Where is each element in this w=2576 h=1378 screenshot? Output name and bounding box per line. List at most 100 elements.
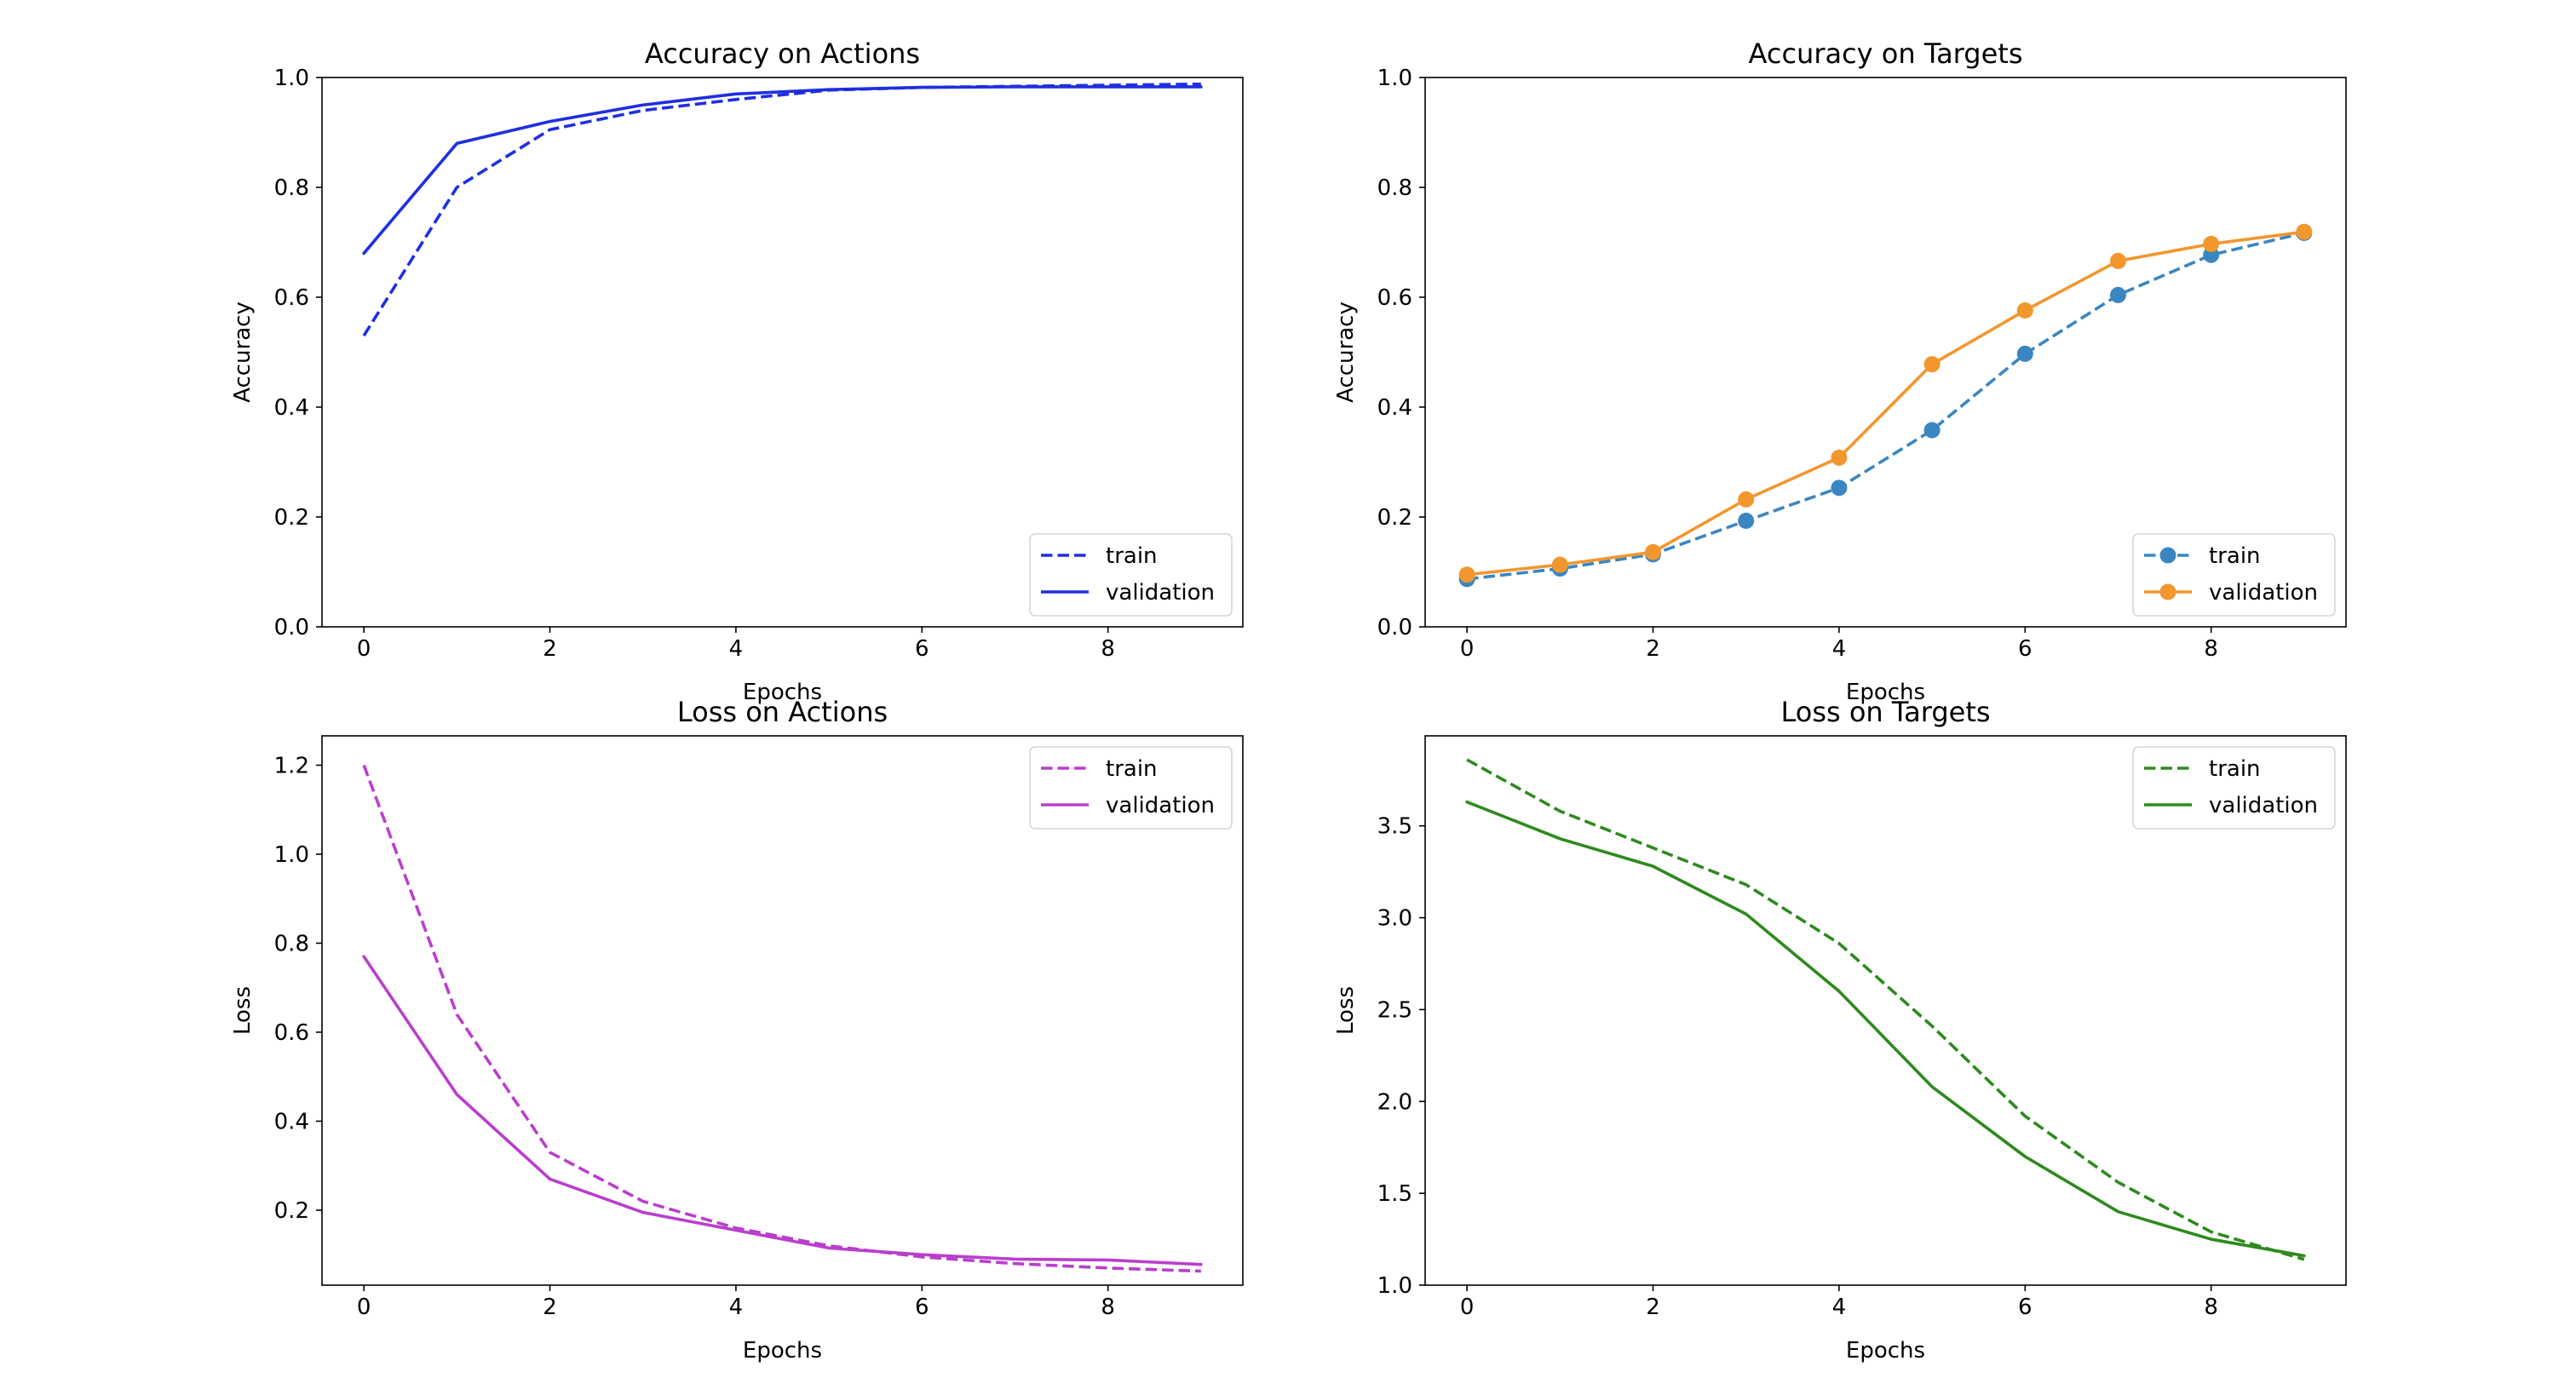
x-axis-label: Epochs (743, 680, 822, 705)
y-tick-label: 1.2 (274, 753, 309, 778)
data-point-train-7 (2109, 286, 2126, 303)
x-tick-label: 0 (1460, 1295, 1475, 1320)
y-tick-label: 0.8 (274, 175, 309, 201)
x-tick-label: 4 (1832, 1295, 1847, 1320)
data-point-validation-0 (1458, 566, 1475, 583)
y-tick-label: 1.0 (274, 66, 309, 91)
x-tick-label: 6 (915, 1295, 929, 1320)
y-tick-label: 0.0 (274, 615, 309, 640)
legend-label-train: train (1106, 756, 1158, 782)
data-point-train-6 (2016, 345, 2033, 362)
y-axis-label: Loss (230, 986, 256, 1035)
chart-title: Loss on Actions (677, 696, 888, 728)
x-tick-label: 2 (1646, 1295, 1660, 1320)
y-tick-label: 0.8 (274, 931, 309, 956)
legend: train validation (1029, 746, 1233, 830)
axes-frame (1424, 77, 2347, 628)
legend: train validation (2132, 533, 2336, 617)
series-line-train (1466, 758, 2305, 1261)
axes-frame (321, 77, 1244, 628)
axes-frame (1424, 735, 2347, 1286)
y-tick-label: 2.5 (1377, 997, 1412, 1023)
legend: train validation (1029, 533, 1233, 617)
legend-label-train: train (2209, 756, 2261, 782)
x-tick-label: 2 (543, 1295, 557, 1320)
y-axis-label: Accuracy (230, 301, 256, 403)
data-point-validation-8 (2203, 235, 2220, 252)
chart-title: Accuracy on Targets (1749, 37, 2023, 70)
x-tick-label: 6 (2018, 636, 2033, 662)
series-line-validation (1465, 230, 2306, 577)
x-tick-label: 0 (1460, 636, 1475, 662)
data-point-train-4 (1831, 479, 1848, 497)
legend-label-validation: validation (2209, 793, 2318, 818)
x-axis-label: Epochs (743, 1338, 822, 1364)
series-line-train (362, 764, 1201, 1273)
x-axis-label: Epochs (1846, 1338, 1925, 1364)
data-point-validation-6 (2016, 301, 2033, 319)
x-tick-label: 0 (357, 1295, 371, 1320)
legend-label-validation: validation (1106, 793, 1215, 818)
y-tick-label: 0.0 (1377, 615, 1412, 640)
x-tick-label: 6 (915, 636, 929, 662)
x-tick-label: 4 (729, 636, 744, 662)
legend-label-train: train (2209, 543, 2261, 569)
x-tick-label: 4 (1832, 636, 1847, 662)
legend-label-train: train (1106, 543, 1158, 569)
x-tick-label: 8 (1101, 636, 1115, 662)
y-tick-label: 0.8 (1377, 175, 1412, 201)
y-tick-label: 3.5 (1377, 814, 1412, 840)
x-tick-label: 6 (2018, 1295, 2033, 1320)
chart-panel-1: 0 2 4 6 8 0.0 0.2 0.4 0.6 0.8 1.0 Accuracy on Targe… (1333, 37, 2347, 705)
legend-label-validation: validation (1106, 580, 1215, 606)
x-tick-label: 8 (2204, 636, 2218, 662)
data-point-validation-7 (2109, 252, 2126, 269)
y-tick-label: 2.0 (1377, 1089, 1412, 1115)
data-point-train-5 (1923, 422, 1941, 439)
legend: train validation (2132, 746, 2336, 830)
series-line-train (362, 82, 1201, 337)
y-axis-label: Loss (1333, 986, 1359, 1035)
y-tick-label: 0.4 (274, 1109, 309, 1134)
y-tick-label: 0.6 (274, 285, 309, 311)
series-line-validation (362, 85, 1203, 256)
y-axis-label: Accuracy (1333, 301, 1359, 403)
y-tick-label: 0.2 (274, 1198, 309, 1224)
y-tick-label: 0.4 (1377, 395, 1412, 421)
series-line-validation (1465, 800, 2306, 1258)
y-tick-label: 1.0 (1377, 66, 1412, 91)
x-tick-label: 8 (2204, 1295, 2218, 1320)
y-tick-label: 3.0 (1377, 906, 1412, 932)
x-tick-label: 4 (729, 1295, 744, 1320)
y-tick-label: 1.0 (1377, 1273, 1412, 1299)
series-line-validation (362, 955, 1203, 1266)
data-point-validation-9 (2296, 223, 2313, 240)
data-point-validation-5 (1923, 356, 1941, 373)
data-point-validation-4 (1831, 449, 1848, 466)
chart-panel-2: 0 2 4 6 8 0.2 0.4 0.6 0.8 1.0 1.2 Loss on Actions Ep… (230, 696, 1244, 1364)
x-tick-label: 2 (543, 636, 557, 662)
y-tick-label: 1.0 (274, 842, 309, 868)
x-tick-label: 8 (1101, 1295, 1115, 1320)
data-point-train-3 (1738, 513, 1755, 530)
chart-title: Accuracy on Actions (645, 37, 920, 70)
x-axis-label: Epochs (1846, 680, 1925, 705)
x-tick-label: 0 (357, 636, 371, 662)
data-point-validation-3 (1738, 491, 1755, 508)
data-point-validation-1 (1551, 556, 1568, 573)
chart-panel-3: 0 2 4 6 8 1.0 1.5 2.0 2.5 3.0 3.5 Loss on Targets Ep… (1333, 696, 2347, 1364)
legend-marker-train (2159, 547, 2176, 564)
axes-frame (321, 735, 1244, 1286)
legend-marker-validation (2159, 583, 2176, 600)
chart-title: Loss on Targets (1780, 696, 1990, 728)
chart-panel-0: 0 2 4 6 8 0.0 0.2 0.4 0.6 0.8 1.0 Accuracy on Actio… (230, 37, 1244, 705)
y-tick-label: 0.6 (274, 1020, 309, 1046)
y-tick-label: 0.6 (1377, 285, 1412, 311)
data-point-validation-2 (1645, 543, 1662, 560)
y-tick-label: 1.5 (1377, 1181, 1412, 1207)
series-line-train (1466, 231, 2305, 581)
legend-label-validation: validation (2209, 580, 2318, 606)
y-tick-label: 0.2 (274, 505, 309, 531)
y-tick-label: 0.2 (1377, 505, 1412, 531)
